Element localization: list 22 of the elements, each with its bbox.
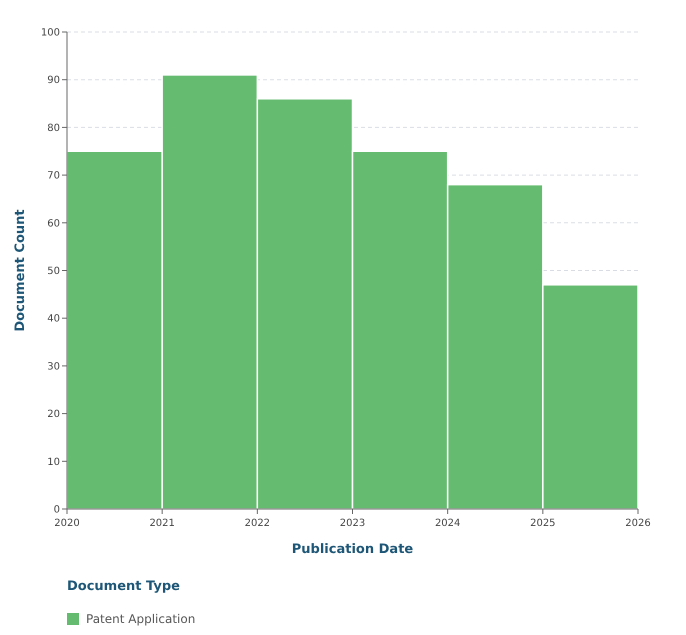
x-tick-label: 2024 — [434, 518, 460, 529]
x-tick-label: 2021 — [149, 518, 175, 529]
x-tick-label: 2025 — [530, 518, 556, 529]
x-axis-title: Publication Date — [292, 542, 414, 557]
legend-title: Document Type — [67, 579, 180, 594]
text: Patent Application — [86, 612, 196, 626]
y-tick-label: 60 — [47, 218, 60, 230]
y-tick-label: 10 — [47, 456, 60, 468]
y-tick-label: 30 — [47, 361, 60, 372]
y-tick-label: 90 — [47, 75, 60, 86]
y-axis-title: Document Count — [13, 209, 28, 332]
x-tick-label: 2023 — [340, 518, 366, 529]
y-tick-label: 80 — [47, 122, 60, 134]
x-tick-label: 2022 — [244, 518, 270, 529]
y-tick-label: 40 — [47, 314, 60, 325]
y-tick-label: 0 — [54, 504, 60, 516]
x-tick-label: 2026 — [625, 518, 651, 529]
y-tick-label: 20 — [47, 409, 60, 420]
y-tick-label: 70 — [47, 170, 60, 182]
y-tick-label: 100 — [40, 28, 60, 38]
y-tick-label: 50 — [47, 266, 60, 277]
x-tick-label: 2020 — [54, 518, 80, 529]
